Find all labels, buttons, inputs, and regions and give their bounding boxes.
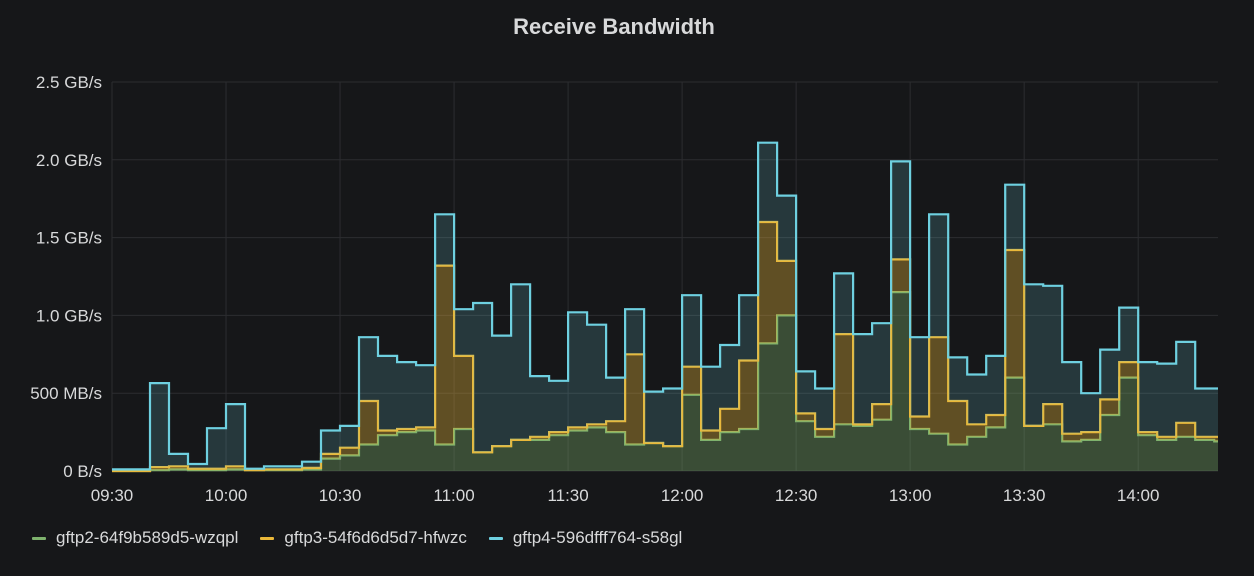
x-tick-label: 10:00 (205, 486, 248, 505)
legend-label: gftp3-54f6d6d5d7-hfwzc (284, 528, 467, 547)
x-tick-label: 12:30 (775, 486, 818, 505)
y-tick-label: 1.5 GB/s (36, 229, 102, 248)
y-tick-label: 0 B/s (63, 462, 102, 481)
y-tick-label: 2.0 GB/s (36, 151, 102, 170)
axes: 0 B/s 500 MB/s 1.0 GB/s 1.5 GB/s 2.0 GB/s 2.5… (30, 73, 1159, 505)
series-area (112, 292, 1218, 471)
legend: gftp2-64f9b589d5-wzqpl gftp3-54f6d6d5d7-h… (32, 528, 682, 548)
x-tick-label: 13:00 (889, 486, 932, 505)
y-tick-label: 2.5 GB/s (36, 73, 102, 92)
legend-label: gftp2-64f9b589d5-wzqpl (56, 528, 239, 547)
y-tick-label: 1.0 GB/s (36, 306, 102, 325)
series-line[interactable] (112, 220, 1218, 473)
y-tick-label: 500 MB/s (30, 384, 102, 403)
x-tick-label: 11:00 (433, 486, 474, 505)
legend-swatch (488, 536, 503, 540)
series-line[interactable] (112, 291, 1218, 473)
x-tick-label: 09:30 (91, 486, 134, 505)
legend-item[interactable]: gftp2-64f9b589d5-wzqpl (32, 528, 238, 548)
legend-swatch (260, 536, 275, 540)
x-tick-label: 11:30 (547, 486, 588, 505)
series-line[interactable] (112, 141, 1218, 471)
legend-swatch (32, 536, 46, 540)
panel-title[interactable]: Receive Bandwidth (513, 14, 715, 39)
legend-item[interactable]: gftp3-54f6d6d5d7-hfwzc (260, 528, 467, 548)
series-area (112, 142, 1218, 471)
series-layer (112, 141, 1218, 473)
x-tick-label: 14:00 (1117, 486, 1160, 505)
legend-item[interactable]: gftp4-596dfff764-s58gl (488, 528, 683, 548)
x-tick-label: 10:30 (319, 486, 362, 505)
legend-label: gftp4-596dfff764-s58gl (512, 528, 683, 547)
x-tick-label: 13:30 (1003, 486, 1046, 505)
series-area (112, 222, 1218, 471)
x-tick-label: 12:00 (661, 486, 704, 505)
chart: 0 B/s 500 MB/s 1.0 GB/s 1.5 GB/s 2.0 GB/s 2.5… (30, 73, 1218, 505)
